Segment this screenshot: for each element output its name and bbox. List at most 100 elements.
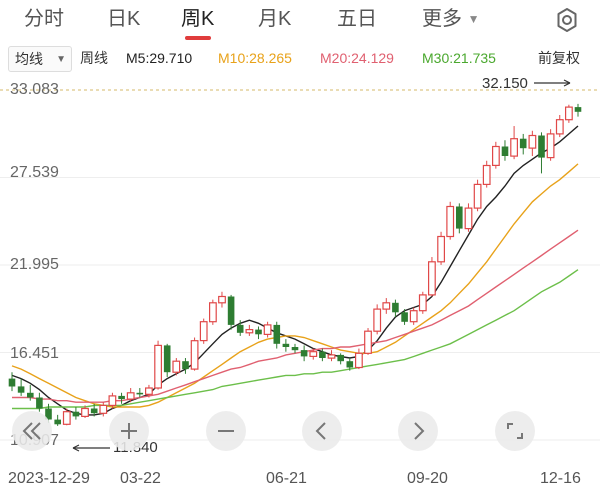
candle (182, 358, 189, 374)
tab-intraday[interactable]: 分时 (24, 4, 64, 34)
candle (190, 337, 199, 371)
candle-body (282, 343, 290, 347)
candle-body (172, 360, 181, 373)
candle (392, 299, 399, 318)
candle (17, 378, 25, 396)
tab-five-day-label: 五日 (337, 8, 377, 30)
active-tab-indicator (184, 36, 211, 40)
period-label: 周线 (80, 50, 108, 66)
candle (282, 339, 290, 352)
scroll-left-button[interactable] (302, 411, 342, 451)
candle (99, 402, 108, 417)
candle-body (118, 395, 125, 400)
ma20-value: M20:24.129 (320, 50, 394, 66)
candle (154, 340, 163, 390)
tab-five-day[interactable]: 五日 (337, 4, 377, 34)
candle (319, 348, 326, 362)
candle (108, 392, 117, 409)
tab-monthly-k[interactable]: 月K (258, 4, 291, 34)
candle-body (574, 107, 582, 112)
candle (428, 257, 436, 297)
candle-body (255, 329, 262, 335)
zoom-out-button[interactable] (206, 411, 246, 451)
candle-body (27, 392, 34, 398)
candle-body (309, 351, 318, 358)
candle-body (555, 119, 564, 135)
scroll-to-start-button[interactable] (12, 411, 52, 451)
candle (528, 130, 537, 157)
candle (218, 291, 226, 308)
candle (382, 298, 391, 314)
candle (36, 392, 43, 412)
candle-body (45, 408, 52, 420)
candle (464, 203, 473, 232)
candle-body (373, 308, 382, 332)
candle (118, 392, 125, 404)
tab-more[interactable]: 更多 ▼ (422, 4, 479, 34)
candle (373, 304, 382, 335)
candle (337, 353, 344, 365)
fullscreen-button[interactable] (495, 411, 535, 451)
candle (90, 403, 98, 417)
indicator-select[interactable]: 均线 ▼ (8, 46, 72, 72)
candle-body (528, 134, 537, 149)
candle-body (510, 138, 518, 157)
candle (172, 358, 181, 376)
candle-body (337, 354, 344, 362)
x-axis-label-2: 03-22 (120, 470, 161, 487)
x-axis-label-4: 09-20 (407, 470, 448, 487)
candle (409, 307, 418, 325)
candle-body (218, 295, 226, 304)
candle-body (492, 145, 500, 166)
ma-line-m5 (11, 125, 579, 416)
candle (538, 132, 545, 174)
candle (327, 350, 336, 362)
candle (136, 388, 144, 398)
candle (309, 348, 318, 360)
candle-body (355, 352, 363, 369)
scroll-right-button[interactable] (398, 411, 438, 451)
candle (81, 405, 89, 419)
gear-icon[interactable] (553, 6, 581, 34)
ma30-value: M30:21.735 (422, 50, 496, 66)
candle-body (300, 350, 308, 357)
candle-body (81, 407, 89, 418)
candle-body (546, 133, 555, 159)
zoom-in-button[interactable] (109, 411, 149, 451)
ma-line-m20 (12, 229, 579, 403)
adjust-mode-button[interactable]: 前复权 (538, 50, 580, 66)
candle (291, 343, 299, 354)
candle (346, 358, 354, 371)
candle-body (227, 296, 235, 325)
candle-body (273, 324, 281, 344)
candle-body (154, 344, 163, 389)
y-axis-label-2: 27.539 (10, 164, 59, 181)
candle-body (437, 235, 445, 263)
low-marker-arrowhead (72, 444, 80, 452)
candle-body (456, 206, 463, 229)
chevron-right-icon (414, 422, 425, 440)
y-axis-label-top: 33.083 (10, 81, 59, 98)
tab-weekly-k[interactable]: 周K (181, 4, 214, 40)
candle (126, 388, 135, 403)
candle (555, 114, 564, 138)
candle (492, 141, 500, 169)
tab-daily-k[interactable]: 日K (107, 4, 140, 34)
x-axis: 2023-12-29 03-22 06-21 09-20 12-16 (0, 462, 600, 496)
tab-intraday-label: 分时 (24, 8, 64, 30)
y-axis-label-3: 21.995 (10, 256, 59, 273)
candle-body (62, 411, 71, 425)
ma10-value: M10:28.265 (218, 50, 292, 66)
candle (227, 294, 235, 330)
high-price-label: 32.150 (482, 75, 528, 92)
candle-body (564, 106, 573, 121)
kline-chart[interactable]: 33.083 27.539 21.995 16.451 10.907 32.15… (0, 75, 600, 460)
candle (255, 326, 262, 340)
candle-body (182, 361, 189, 370)
candle (273, 321, 281, 349)
x-axis-label-start: 2023-12-29 (8, 470, 90, 487)
candle (446, 201, 455, 240)
candle-body (126, 392, 135, 400)
candle (355, 348, 363, 370)
candle (473, 179, 482, 212)
